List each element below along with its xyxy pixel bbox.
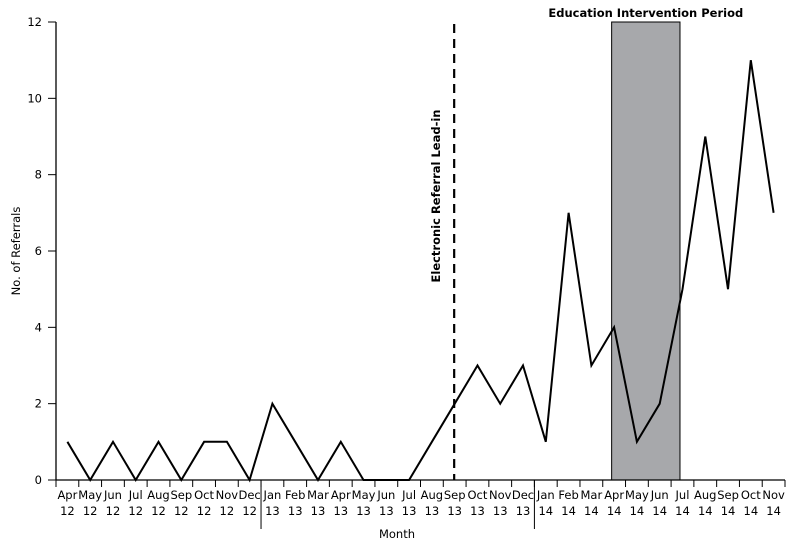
x-tick-year-label: 13 [379,504,394,518]
x-tick-month-label: Aug [147,488,169,502]
x-tick-year-label: 14 [584,504,599,518]
education-intervention-label: Education Intervention Period [548,6,743,20]
x-tick-year-label: 12 [174,504,189,518]
y-tick-label: 12 [27,15,42,29]
x-tick-month-label: Jan [263,488,282,502]
electronic-referral-lead-in-label: Electronic Referral Lead-in [429,110,443,283]
x-tick-year-label: 13 [447,504,462,518]
x-tick-month-label: May [352,488,376,502]
x-tick-month-label: Jun [103,488,122,502]
x-tick-year-label: 13 [516,504,531,518]
x-tick-month-label: Dec [239,488,261,502]
x-tick-year-label: 13 [265,504,280,518]
x-tick-month-label: Jan [536,488,555,502]
x-tick-month-label: Sep [170,488,192,502]
x-tick-month-label: Apr [604,488,624,502]
annotations: Electronic Referral Lead-in Education Int… [429,6,743,282]
x-tick-month-label: Feb [558,488,578,502]
x-tick-month-label: Dec [512,488,534,502]
x-tick-year-label: 13 [333,504,348,518]
x-tick-month-label: Oct [194,488,214,502]
x-axis-title: Month [379,527,415,541]
x-tick-year-label: 13 [402,504,417,518]
y-tick-label: 6 [35,244,42,258]
x-tick-year-label: 14 [607,504,622,518]
x-tick-month-label: May [78,488,102,502]
x-tick-month-label: Mar [581,488,603,502]
x-tick-year-label: 12 [83,504,98,518]
x-tick-year-label: 14 [652,504,667,518]
x-tick-year-label: 13 [493,504,508,518]
x-tick-month-label: Feb [285,488,305,502]
y-axis-ticks: 0 2 4 6 8 10 12 [27,15,56,487]
x-tick-year-label: 14 [744,504,759,518]
x-tick-year-label: 13 [470,504,485,518]
x-tick-year-label: 13 [288,504,303,518]
x-tick-month-label: Mar [307,488,329,502]
x-tick-year-label: 14 [561,504,576,518]
x-tick-month-label: Sep [444,488,466,502]
x-tick-year-label: 13 [311,504,326,518]
x-tick-year-label: 13 [425,504,440,518]
x-tick-month-label: Sep [717,488,739,502]
y-tick-label: 10 [27,91,42,105]
x-tick-month-label: Aug [694,488,716,502]
x-tick-month-label: Jul [128,488,143,502]
y-tick-label: 4 [35,320,42,334]
x-tick-month-label: Apr [331,488,351,502]
shaded-region-rect [611,21,681,481]
education-intervention-shaded-region [611,21,681,481]
x-tick-month-label: Oct [468,488,488,502]
x-tick-month-label: Jun [376,488,395,502]
referrals-series-line [66,60,775,483]
x-tick-month-label: Nov [762,488,785,502]
x-tick-year-label: 13 [356,504,371,518]
x-tick-year-label: 12 [151,504,166,518]
x-tick-month-label: Jul [401,488,416,502]
x-tick-year-label: 12 [60,504,75,518]
x-tick-year-label: 12 [242,504,257,518]
x-axis-ticks: Apr12May12Jun12Jul12Aug12Sep12Oct12Nov12… [55,480,786,529]
x-tick-year-label: 14 [675,504,690,518]
x-tick-year-label: 14 [721,504,736,518]
x-tick-year-label: 12 [220,504,235,518]
x-tick-year-label: 14 [538,504,553,518]
data-series-line [66,60,775,483]
x-tick-month-label: Jun [650,488,669,502]
x-tick-year-label: 14 [698,504,713,518]
x-tick-month-label: Apr [57,488,77,502]
x-tick-month-label: Nov [489,488,512,502]
x-tick-month-label: Oct [741,488,761,502]
x-tick-month-label: Aug [421,488,443,502]
x-tick-month-label: Nov [216,488,239,502]
x-tick-year-label: 14 [766,504,781,518]
y-axis-title: No. of Referrals [9,207,23,296]
y-tick-label: 2 [35,397,42,411]
x-tick-month-label: May [625,488,649,502]
y-tick-label: 0 [35,473,42,487]
x-tick-year-label: 12 [128,504,143,518]
x-tick-month-label: Jul [675,488,690,502]
x-tick-year-label: 14 [630,504,645,518]
x-tick-year-label: 12 [197,504,212,518]
x-tick-year-label: 12 [106,504,121,518]
y-tick-label: 8 [35,168,42,182]
